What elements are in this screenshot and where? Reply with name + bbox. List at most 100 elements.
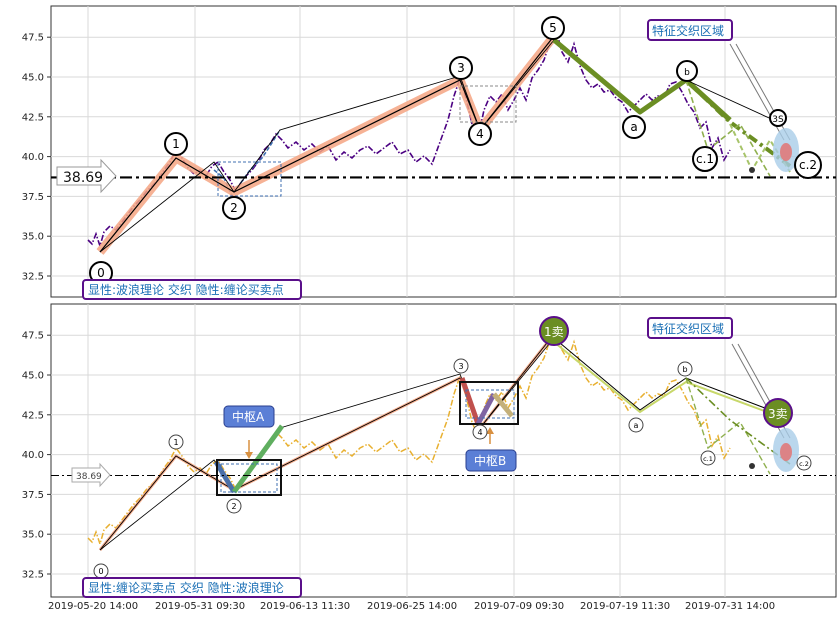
wave-label-circle bbox=[468, 122, 492, 146]
zhongshu-b-stroke-1 bbox=[459, 377, 481, 425]
x-ticks: 2019-05-20 14:00 2019-05-31 09:30 2019-06-… bbox=[48, 601, 775, 612]
wave-label-text: 0 bbox=[98, 567, 103, 576]
wave-label-circle bbox=[700, 450, 716, 466]
wave-labels-top: 0 1 2 3 4 5 a b c.1 c.2 3S bbox=[89, 16, 822, 285]
zhongshu-box-top-b bbox=[459, 85, 517, 123]
price-marker-bottom-text: 38.69 bbox=[76, 472, 102, 482]
signal-1-sell-text: 1卖 bbox=[544, 325, 564, 339]
y-tick-label: 47.5 bbox=[22, 33, 44, 44]
y-ticks-bottom: 32.5 35.0 37.5 40.0 42.5 45.0 47.5 bbox=[22, 331, 44, 581]
wave-label-circle bbox=[541, 16, 565, 40]
zhongshu-a-text: 中枢A bbox=[232, 409, 265, 424]
wave-label-text: c.1 bbox=[696, 152, 714, 166]
stroke-down-bottom bbox=[553, 337, 779, 414]
target-core-top bbox=[780, 143, 792, 161]
projection-alt-top bbox=[685, 79, 771, 177]
zhongshu-a-inner bbox=[220, 463, 278, 493]
wave-label-circle bbox=[222, 196, 246, 220]
wave-label-text: 3 bbox=[457, 61, 465, 75]
top-panel: 32.5 35.0 37.5 40.0 42.5 45.0 47.5 0 1 2 3 4 5 a b c.1… bbox=[22, 5, 837, 298]
y-tick-label: 47.5 bbox=[22, 331, 44, 342]
wave-label-text: 0 bbox=[97, 266, 105, 280]
signal-3-sell: 3卖 bbox=[763, 398, 793, 428]
corner-annotation-top: 显性:波浪理论 交织 隐性:缠论买卖点 bbox=[82, 279, 302, 300]
trend-line-top bbox=[685, 79, 779, 123]
region-text-top: 特征交织区域 bbox=[652, 23, 724, 38]
wave-label-circle bbox=[449, 56, 473, 80]
wave-labels-bottom: 0 1 2 3 4 a b c.1 c.2 bbox=[93, 358, 812, 579]
zhongshu-a-stroke-1 bbox=[213, 460, 237, 494]
wave-label-circle bbox=[677, 361, 693, 377]
zhongshu-b-label: 中枢B bbox=[465, 449, 517, 472]
wave-label-circle bbox=[472, 424, 488, 440]
projection-dashdot-top bbox=[684, 78, 792, 168]
series-bottom bbox=[51, 325, 836, 551]
wave-label-text: a bbox=[634, 421, 639, 430]
wave-label-circle bbox=[794, 151, 822, 179]
x-tick-label: 2019-06-25 14:00 bbox=[367, 601, 457, 612]
y-tick-label: 42.5 bbox=[22, 112, 44, 123]
price-marker-top: 38.69 bbox=[56, 158, 117, 194]
price-marker-bottom: 38.69 bbox=[71, 462, 111, 488]
segment-down-bottom bbox=[553, 341, 779, 417]
corner-text-bottom: 显性:缠论买卖点 交织 隐性:波浪理论 bbox=[88, 580, 284, 595]
wave-label-circle bbox=[226, 498, 242, 514]
wave-label-text: 2 bbox=[231, 502, 236, 511]
zhongshu-a-label: 中枢A bbox=[223, 405, 275, 428]
y-tick-label: 32.5 bbox=[22, 570, 44, 581]
wave-label-circle bbox=[796, 455, 812, 471]
y-tick-label: 37.5 bbox=[22, 490, 44, 501]
x-tick-label: 2019-07-19 11:30 bbox=[580, 601, 670, 612]
wave-label-circle bbox=[453, 358, 469, 374]
y-tick-label: 37.5 bbox=[22, 192, 44, 203]
wave-label-circle bbox=[628, 417, 644, 433]
series-top bbox=[51, 27, 836, 255]
wave-label-text: b bbox=[684, 68, 690, 78]
wave-label-circle bbox=[676, 60, 698, 82]
wave-label-circle bbox=[769, 109, 787, 127]
zhongshu-b-arrowhead bbox=[486, 427, 494, 434]
projection-dashdot-bottom bbox=[685, 377, 791, 465]
zhongshu-b-stroke-3 bbox=[492, 392, 514, 418]
wave-label-text: c.2 bbox=[799, 460, 809, 468]
x-tick-label: 2019-05-31 09:30 bbox=[155, 601, 245, 612]
price-marker-top-text: 38.69 bbox=[63, 170, 103, 186]
y-tick-label: 32.5 bbox=[22, 272, 44, 283]
signal-3-sell-text: 3卖 bbox=[768, 407, 788, 421]
projection-alt-bottom bbox=[685, 377, 771, 475]
x-tick-label: 2019-06-13 11:30 bbox=[260, 601, 350, 612]
target-core-bottom bbox=[780, 443, 792, 461]
y-tick-label: 40.0 bbox=[22, 152, 44, 163]
zhongshu-a-box bbox=[216, 459, 282, 496]
y-tick-label: 35.0 bbox=[22, 530, 44, 541]
pivot-dot-top bbox=[749, 167, 755, 173]
wave-label-circle bbox=[168, 434, 184, 450]
stroke-main-bottom bbox=[99, 333, 555, 551]
region-annotation-top: 特征交织区域 bbox=[647, 19, 733, 41]
x-tick-label: 2019-05-20 14:00 bbox=[48, 601, 138, 612]
wave-label-text: b bbox=[682, 365, 687, 374]
pivot-dot-bottom bbox=[749, 463, 755, 469]
wave-label-text: c.2 bbox=[799, 158, 817, 172]
y-tick-label: 40.0 bbox=[22, 450, 44, 461]
wave-label-text: 2 bbox=[230, 201, 238, 215]
price-line-bottom bbox=[87, 325, 731, 547]
region-text-bottom: 特征交织区域 bbox=[652, 321, 724, 336]
wave-label-text: a bbox=[630, 120, 637, 134]
wave-label-circle bbox=[622, 115, 646, 139]
wave-label-circle bbox=[164, 132, 188, 156]
zhongshu-b-text: 中枢B bbox=[474, 453, 506, 468]
wave-label-circle bbox=[692, 146, 718, 172]
zhongshu-b-box bbox=[459, 381, 519, 425]
y-tick-label: 35.0 bbox=[22, 232, 44, 243]
wave-label-text: c.1 bbox=[703, 455, 713, 463]
y-tick-label: 45.0 bbox=[22, 73, 44, 84]
x-tick-label: 2019-07-09 09:30 bbox=[474, 601, 564, 612]
x-tick-label: 2019-07-31 14:00 bbox=[685, 601, 775, 612]
zhongshu-b-inner bbox=[465, 389, 515, 419]
corner-annotation-bottom: 显性:缠论买卖点 交织 隐性:波浪理论 bbox=[82, 577, 302, 598]
wave-label-text: 5 bbox=[549, 21, 557, 35]
corner-text-top: 显性:波浪理论 交织 隐性:缠论买卖点 bbox=[88, 282, 284, 297]
region-annotation-bottom: 特征交织区域 bbox=[647, 317, 733, 339]
y-ticks-top: 32.5 35.0 37.5 40.0 42.5 45.0 47.5 bbox=[22, 33, 44, 283]
